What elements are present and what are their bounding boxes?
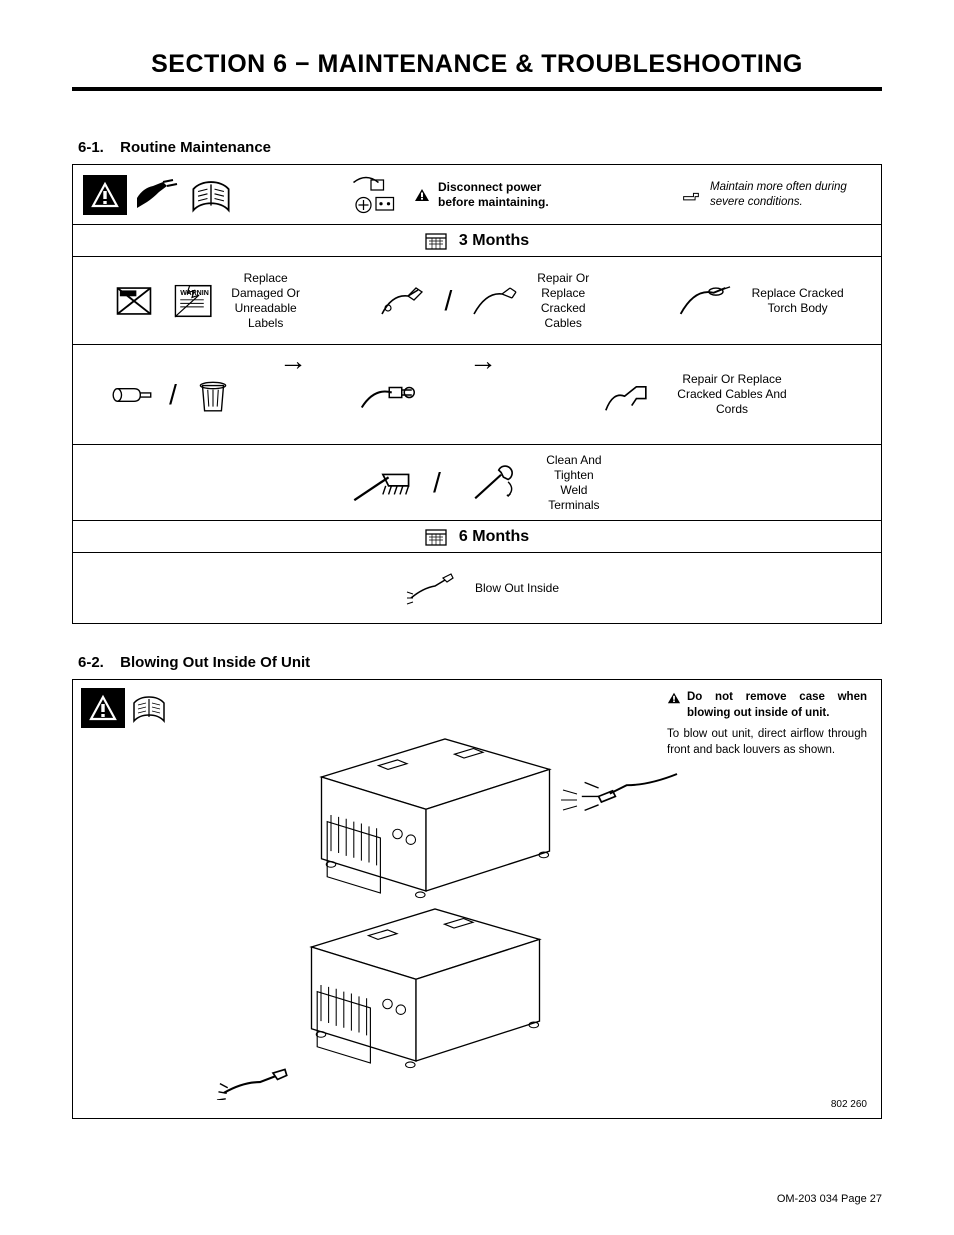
repair-cords-text: Repair Or Replace Cracked Cables And Cor… bbox=[672, 372, 792, 417]
three-month-row-1: Replace Damaged Or Unreadable Labels / R… bbox=[73, 257, 881, 345]
page-footer: OM-203 034 Page 27 bbox=[777, 1193, 882, 1205]
clean-terminals-text: Clean And Tighten Weld Terminals bbox=[539, 453, 609, 513]
maintain-note-text: Maintain more often during severe condit… bbox=[710, 180, 860, 209]
figure-ref: 802 260 bbox=[831, 1099, 867, 1110]
torch-icon bbox=[668, 281, 738, 321]
hose-connector-icon bbox=[343, 375, 433, 415]
subsection-6-1: 6-1. Routine Maintenance bbox=[78, 139, 882, 156]
calendar-icon bbox=[425, 527, 447, 547]
machine-illustration bbox=[163, 720, 683, 1100]
note-hand-icon bbox=[682, 188, 700, 202]
blowout-figure: Do not remove case when blowing out insi… bbox=[72, 679, 882, 1119]
blowout-text: Blow Out Inside bbox=[475, 581, 559, 596]
calendar-icon bbox=[425, 231, 447, 251]
three-month-row-3: / Clean And Tighten Weld Terminals bbox=[73, 445, 881, 521]
nozzle-icon bbox=[109, 375, 157, 415]
small-warning-icon bbox=[667, 691, 681, 705]
small-warning-icon bbox=[414, 188, 430, 202]
disconnect-text: Disconnect power before maintaining. bbox=[438, 180, 568, 210]
blowout-row: Blow Out Inside bbox=[73, 553, 881, 623]
replace-labels-text: Replace Damaged Or Unreadable Labels bbox=[226, 271, 306, 331]
plug-scene-icon bbox=[346, 175, 406, 215]
maintenance-table: Disconnect power before maintaining. Mai… bbox=[72, 164, 882, 624]
slash-icon: / bbox=[161, 377, 185, 412]
three-month-row-2: / → → Repair Or Replace Cracked Cables A… bbox=[73, 345, 881, 445]
wrench-icon bbox=[459, 463, 529, 503]
arrow-icon: → bbox=[273, 345, 313, 444]
slash-icon: / bbox=[425, 465, 449, 500]
period-6-months: 6 Months bbox=[73, 521, 881, 553]
subsection-6-2: 6-2. Blowing Out Inside Of Unit bbox=[78, 654, 882, 671]
maint-header-row: Disconnect power before maintaining. Mai… bbox=[73, 165, 881, 225]
torn-label-icon bbox=[168, 281, 216, 321]
period-6-months-label: 6 Months bbox=[459, 527, 529, 547]
arrow-icon: → bbox=[463, 345, 503, 444]
subsection-6-2-num: 6-2. bbox=[78, 654, 116, 671]
warning-icon bbox=[83, 175, 127, 215]
air-nozzle-icon bbox=[395, 568, 465, 608]
clamp-icon bbox=[470, 281, 518, 321]
blowout-desc-text: To blow out unit, direct airflow through… bbox=[667, 727, 867, 758]
warning-icon bbox=[81, 688, 125, 728]
brush-icon bbox=[345, 463, 415, 503]
period-3-months: 3 Months bbox=[73, 225, 881, 257]
stinger-icon bbox=[378, 281, 426, 321]
repair-cables-text: Repair Or Replace Cracked Cables bbox=[528, 271, 598, 331]
subsection-6-1-title: Routine Maintenance bbox=[120, 139, 271, 156]
trash-icon bbox=[189, 375, 237, 415]
manual-icon bbox=[187, 175, 235, 215]
no-label-icon bbox=[110, 281, 158, 321]
subsection-6-2-title: Blowing Out Inside Of Unit bbox=[120, 654, 310, 671]
slash-icon: / bbox=[436, 283, 460, 318]
mig-gun-icon bbox=[592, 375, 662, 415]
section-title: SECTION 6 − MAINTENANCE & TROUBLESHOOTIN… bbox=[72, 50, 882, 91]
subsection-6-1-num: 6-1. bbox=[78, 139, 116, 156]
unplug-icon bbox=[133, 175, 181, 215]
blowout-warning-text: Do not remove case when blowing out insi… bbox=[687, 690, 867, 721]
period-3-months-label: 3 Months bbox=[459, 231, 529, 251]
replace-torch-text: Replace Cracked Torch Body bbox=[748, 286, 848, 316]
blowout-instructions: Do not remove case when blowing out insi… bbox=[667, 690, 867, 758]
